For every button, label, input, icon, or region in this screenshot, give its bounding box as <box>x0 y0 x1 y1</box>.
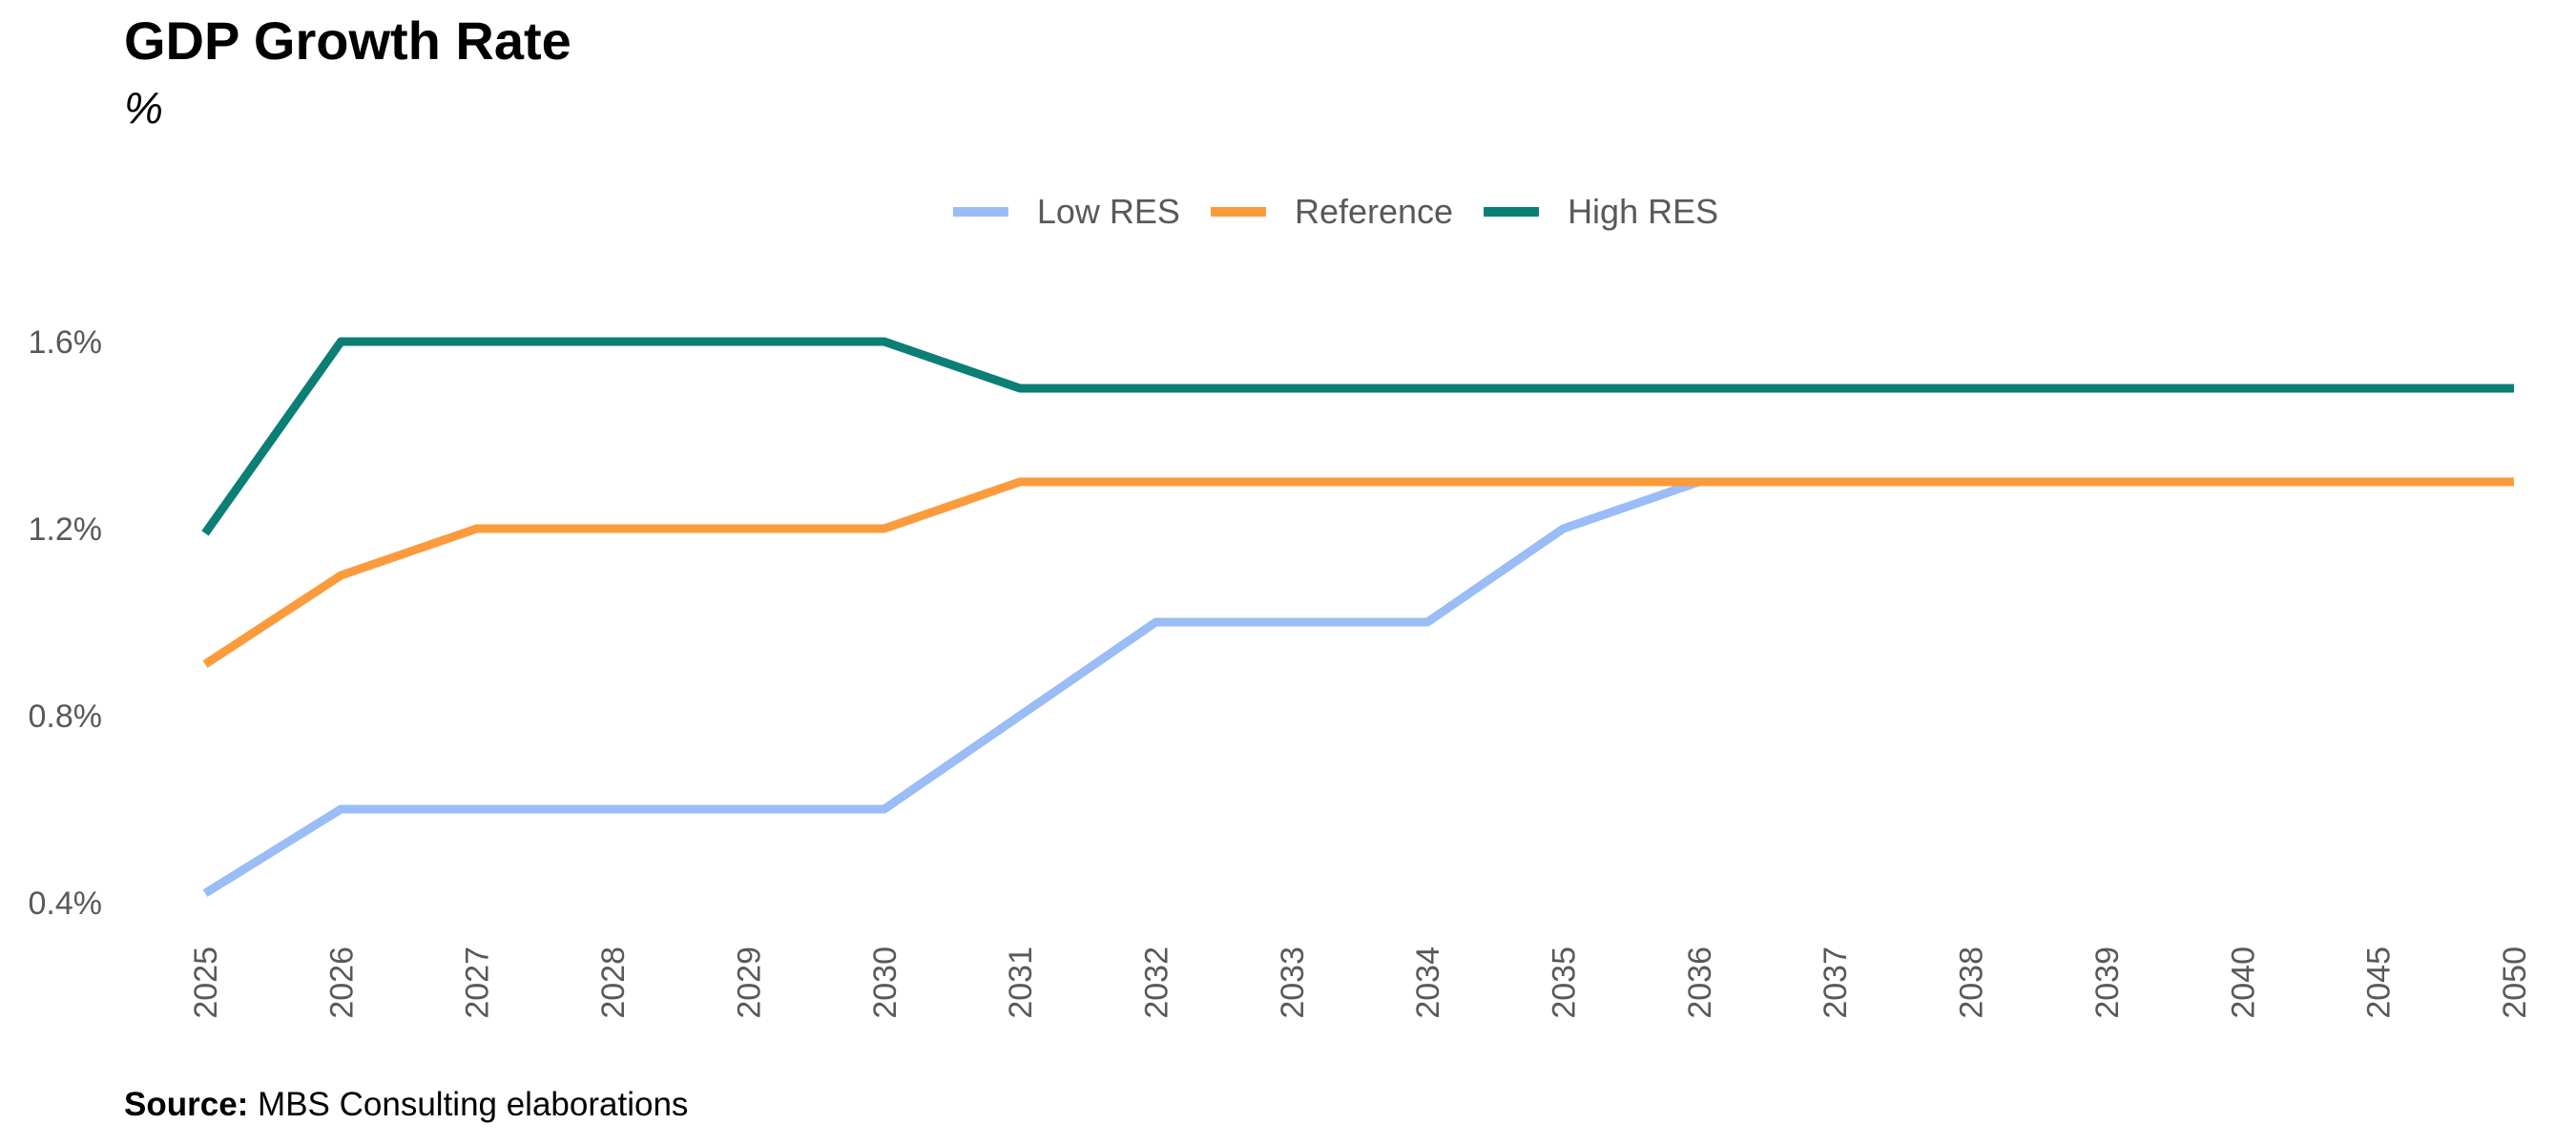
x-tick-label: 2045 <box>2361 947 2398 1019</box>
chart-subtitle: % <box>124 83 163 133</box>
x-tick-label: 2031 <box>1003 947 1039 1019</box>
source-note: Source: MBS Consulting elaborations <box>124 1086 688 1124</box>
x-tick-label: 2037 <box>1818 947 1854 1019</box>
x-tick-label: 2034 <box>1410 947 1446 1019</box>
y-tick-label: 1.6% <box>29 324 103 361</box>
y-tick-label: 0.8% <box>29 698 103 735</box>
x-tick-label: 2027 <box>460 947 496 1019</box>
legend-label: High RES <box>1568 192 1718 231</box>
x-tick-label: 2028 <box>595 947 632 1019</box>
legend-item-reference: Reference <box>1210 192 1453 231</box>
series-lines <box>201 337 2514 898</box>
x-tick-label: 2026 <box>323 947 360 1019</box>
y-axis: 0.4% 0.8% 1.2% 1.6% <box>29 324 103 922</box>
series-line-reference <box>202 477 2514 668</box>
legend: Low RES Reference High RES <box>952 192 1718 231</box>
x-tick-label: 2036 <box>1682 947 1718 1019</box>
x-tick-label: 2030 <box>867 947 904 1019</box>
x-axis: 2025 2026 2027 2028 2029 2030 2031 2032 2033 2034… <box>188 947 2533 1019</box>
x-tick-label: 2025 <box>188 947 224 1019</box>
legend-label: Reference <box>1295 192 1453 231</box>
source-text: MBS Consulting elaborations <box>258 1086 689 1123</box>
series-line-high-res <box>201 337 2514 536</box>
legend-item-high-res: High RES <box>1484 192 1718 231</box>
x-tick-label: 2035 <box>1547 947 1583 1019</box>
chart-title: GDP Growth Rate <box>124 10 571 71</box>
x-tick-label: 2040 <box>2225 947 2261 1019</box>
source-label: Source: <box>124 1086 249 1123</box>
legend-item-low-res: Low RES <box>952 192 1180 231</box>
x-tick-label: 2038 <box>1954 947 1990 1019</box>
x-tick-label: 2033 <box>1275 947 1311 1019</box>
legend-label: Low RES <box>1037 192 1180 231</box>
x-tick-label: 2029 <box>731 947 767 1019</box>
x-tick-label: 2050 <box>2497 947 2533 1019</box>
series-line-low-res <box>202 477 2514 898</box>
x-tick-label: 2032 <box>1138 947 1174 1019</box>
y-tick-label: 0.4% <box>29 885 103 922</box>
x-tick-label: 2039 <box>2089 947 2126 1019</box>
y-tick-label: 1.2% <box>29 511 103 548</box>
